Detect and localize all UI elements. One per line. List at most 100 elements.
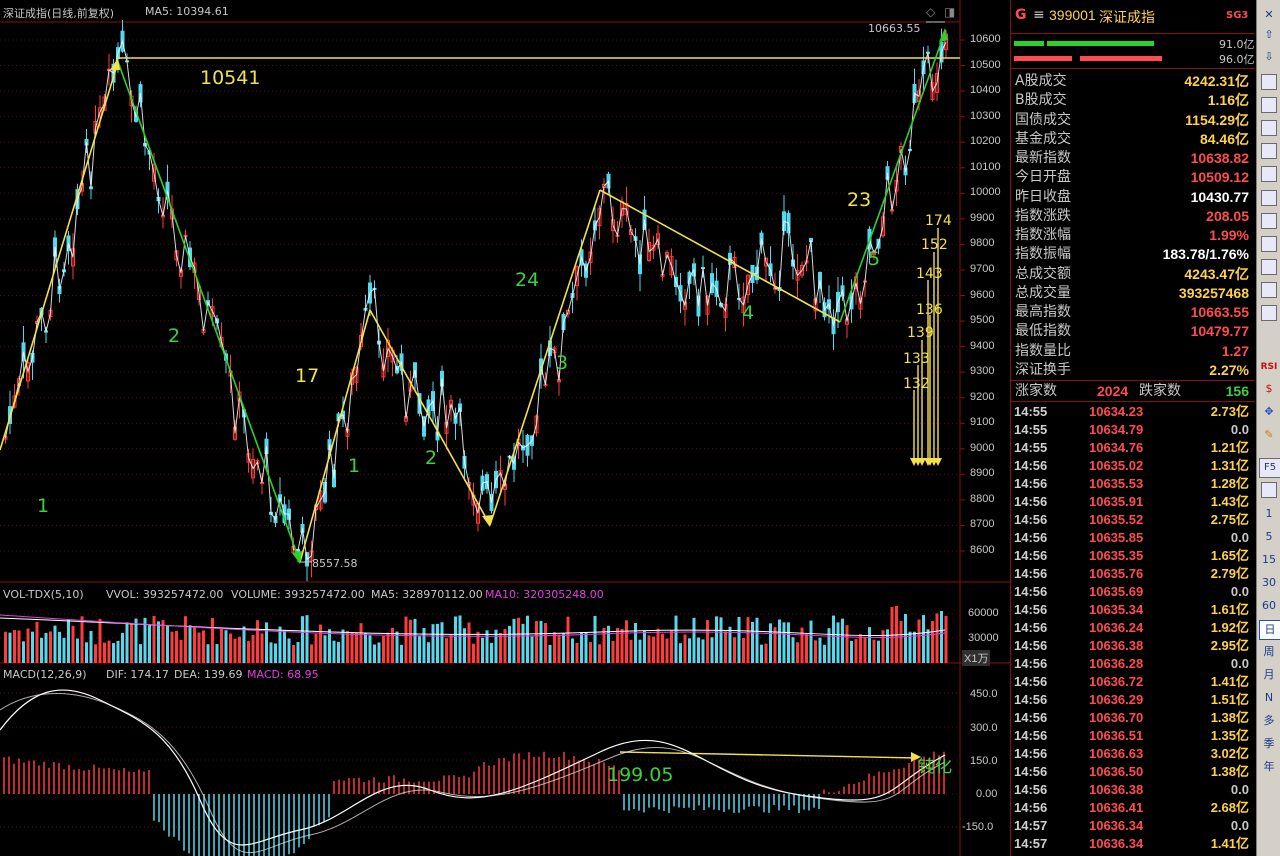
quote-value: 10509.12 <box>1190 169 1249 186</box>
volume-bar <box>377 642 381 663</box>
window-toggle-icon[interactable]: ◨ <box>944 5 956 19</box>
volume-bar <box>413 618 417 663</box>
period-button[interactable]: 年 <box>1263 760 1275 773</box>
price-axis-label: 8700 <box>970 518 995 531</box>
chart-icon[interactable] <box>1261 74 1277 90</box>
refresh-icon[interactable] <box>1261 482 1277 498</box>
volume-bar <box>454 616 457 663</box>
period-button[interactable]: 季 <box>1263 737 1275 750</box>
quote-value: 2.27% <box>1209 361 1249 378</box>
candle-body <box>210 306 215 317</box>
volume-bar <box>625 620 628 663</box>
volume-bar <box>656 628 660 663</box>
tick-row: 14:56 10636.29 1.51亿 <box>1011 691 1253 709</box>
vol-unit: X1万 <box>962 650 991 666</box>
volume-bar <box>269 642 273 663</box>
annot-bar-152: 152 <box>921 237 948 253</box>
period-button[interactable]: 多 <box>1263 714 1275 727</box>
tick-time: 14:56 <box>1014 746 1048 761</box>
volume-bar <box>400 644 403 663</box>
tick-price: 10636.51 <box>1089 728 1144 743</box>
volume-bar <box>737 616 741 663</box>
macd-indicator-name[interactable]: MACD(12,26,9) <box>3 668 87 681</box>
rsi-button[interactable]: RSI <box>1260 362 1278 372</box>
tick-volume: 1.38亿 <box>1210 764 1249 779</box>
volume-bar <box>832 615 835 663</box>
bar1-value: 91.0亿 <box>1219 38 1255 51</box>
bar-chart-icon[interactable] <box>1261 143 1277 159</box>
volume-bar <box>251 634 255 663</box>
macd-lines <box>0 689 946 854</box>
period-button[interactable]: 周 <box>1263 645 1275 658</box>
volume-bar <box>184 616 187 663</box>
window-icon[interactable] <box>1261 282 1277 298</box>
arrow-head <box>110 58 120 70</box>
period-button[interactable]: 日 <box>1259 620 1280 640</box>
volume-bar <box>13 630 16 663</box>
volume-bar <box>166 625 169 663</box>
search-icon[interactable] <box>1261 305 1277 321</box>
list-icon[interactable] <box>1261 120 1277 136</box>
dec-value: 156 <box>1225 383 1249 399</box>
diamond-icon[interactable]: ◇ <box>926 5 936 19</box>
table-icon[interactable] <box>1261 97 1277 113</box>
trend-line <box>0 61 119 451</box>
period-button[interactable]: 30 <box>1262 576 1276 589</box>
period-button[interactable]: 60 <box>1262 599 1276 612</box>
period-button[interactable]: 月 <box>1263 668 1275 681</box>
quote-label: B股成交 <box>1015 92 1067 109</box>
move-icon[interactable]: ✥ <box>1264 405 1274 418</box>
pen-icon[interactable]: ✎ <box>1264 428 1274 441</box>
period-button[interactable]: 5 <box>1265 530 1273 543</box>
macd-axis-150: 150.0 <box>970 755 998 767</box>
tick-volume: 0.0 <box>1230 584 1249 599</box>
trend-line <box>117 61 301 563</box>
arrow-down-icon[interactable]: ⇩ <box>1264 50 1274 63</box>
volume-bar <box>44 632 48 663</box>
period-button[interactable]: 1 <box>1265 507 1273 520</box>
quote-label: 总成交额 <box>1015 265 1071 282</box>
tick-time: 14:56 <box>1014 692 1048 707</box>
price-axis-label: 9700 <box>970 262 995 275</box>
close-icon[interactable]: ✕ <box>1264 8 1274 21</box>
volume-bar <box>53 625 57 663</box>
buy-bar-a <box>1014 41 1044 46</box>
candle-body <box>930 82 935 101</box>
period-button[interactable]: 15 <box>1262 553 1276 566</box>
candle-body <box>894 179 899 192</box>
ma5-header: MA5: 10394.61 <box>145 5 229 18</box>
grid-icon[interactable] <box>1261 236 1277 252</box>
volume-bar <box>332 640 336 663</box>
doc-icon[interactable] <box>1261 166 1277 182</box>
tick-row: 14:56 10636.51 1.35亿 <box>1011 727 1253 745</box>
tick-volume: 1.28亿 <box>1210 476 1249 491</box>
volume-bar <box>746 617 750 663</box>
tick-price: 10636.41 <box>1089 800 1144 815</box>
quote-label: 国债成交 <box>1015 111 1071 128</box>
tick-price: 10635.85 <box>1089 530 1144 545</box>
volume-bar <box>787 622 790 663</box>
volume-bar <box>40 637 43 663</box>
menu-icon[interactable]: ≡ <box>1033 7 1045 23</box>
f10-icon[interactable] <box>1261 190 1277 206</box>
tick-volume: 1.35亿 <box>1210 728 1249 743</box>
adv-label: 涨家数 <box>1015 383 1057 399</box>
period-button[interactable]: N <box>1264 691 1274 704</box>
f5-button[interactable]: F5 <box>1259 458 1280 478</box>
volume-bar <box>670 630 673 663</box>
kline-chart-area[interactable] <box>0 0 1010 856</box>
calc-icon[interactable] <box>1261 213 1277 229</box>
tick-time: 14:56 <box>1014 728 1048 743</box>
tick-price: 10636.70 <box>1089 710 1144 725</box>
annot-bar-133: 133 <box>903 351 930 367</box>
volume-bar <box>859 634 862 663</box>
candle-body <box>12 395 17 408</box>
price-axis-label: 10300 <box>970 109 1001 122</box>
vol-indicator-name[interactable]: VOL-TDX(5,10) <box>3 588 84 601</box>
quote-value: 10638.82 <box>1190 150 1249 166</box>
tick-price: 10636.28 <box>1089 656 1144 671</box>
price-axis-label: 8800 <box>970 492 995 505</box>
arrow-up-icon[interactable]: ⇧ <box>1264 28 1274 41</box>
f12-icon[interactable] <box>1261 259 1277 275</box>
dollar-icon[interactable]: $ <box>1265 382 1273 395</box>
